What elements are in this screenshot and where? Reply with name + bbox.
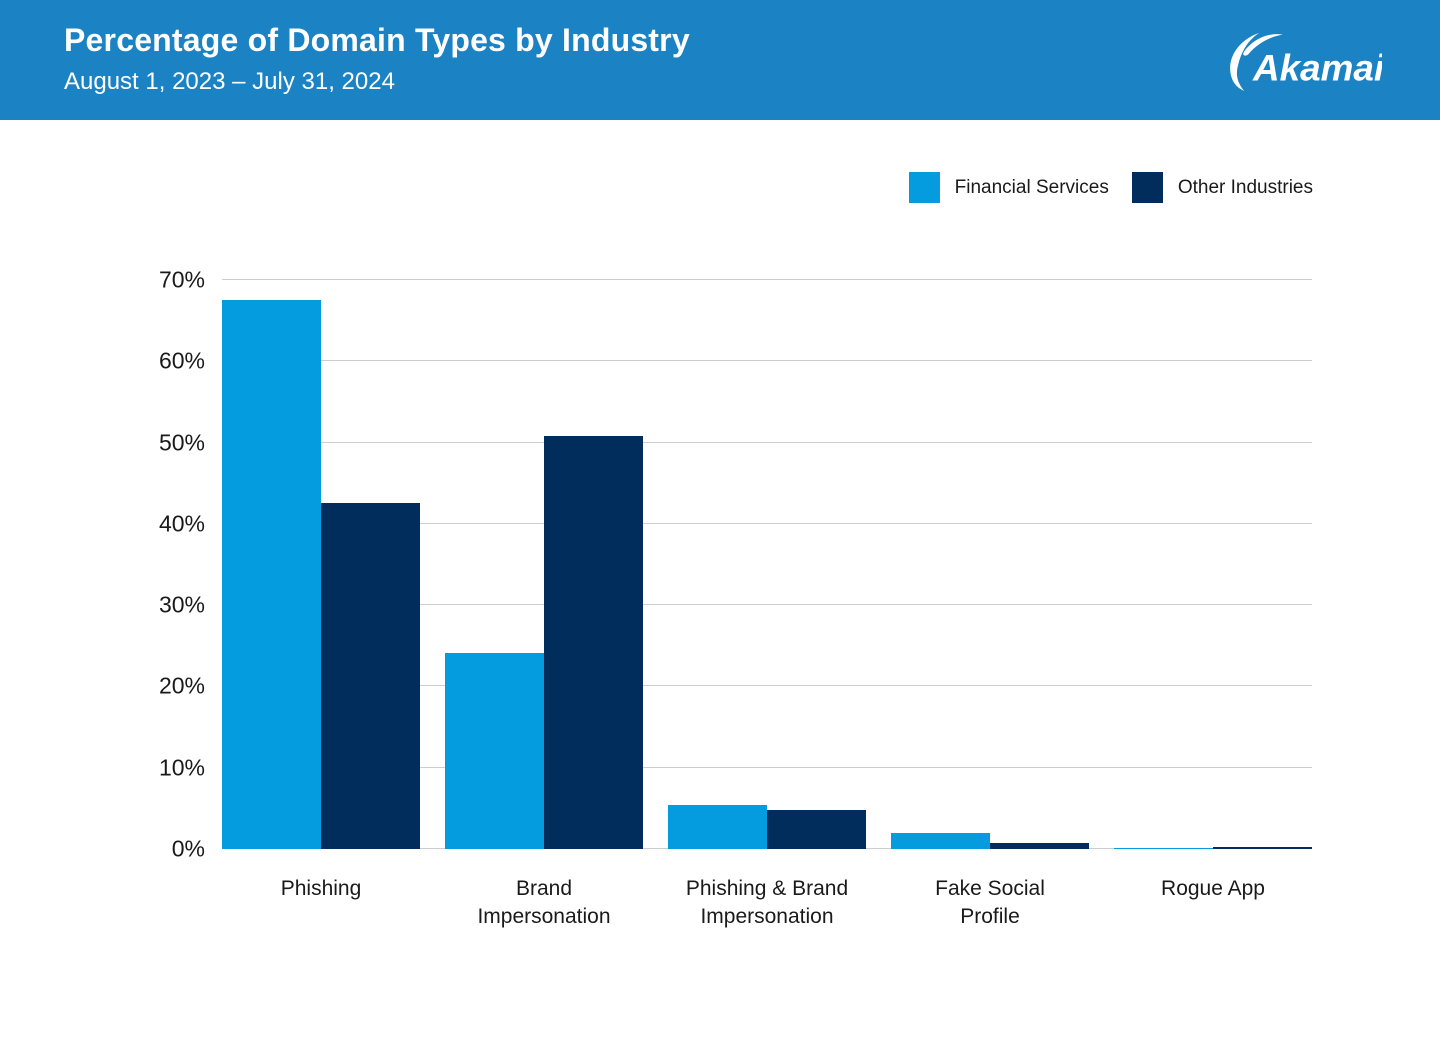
x-tick-label-phishing: Phishing — [280, 877, 362, 900]
y-tick-label: 60% — [158, 347, 205, 374]
bar-groups — [222, 280, 1312, 849]
akamai-logo: Akamai — [1230, 32, 1382, 91]
y-tick-label: 10% — [158, 754, 205, 781]
legend-item-other-industries: Other Industries — [1131, 172, 1313, 203]
y-tick-label: 50% — [158, 429, 205, 456]
header: Percentage of Domain Types by Industry A… — [0, 0, 1440, 120]
bar-other-industries-rogue-app — [1213, 847, 1312, 849]
bar-financial-services-phishing-brand-impersonation — [668, 805, 767, 849]
x-tick-label-fake-social-profile: Fake Social Profile — [935, 877, 1045, 929]
y-tick-label: 40% — [158, 510, 205, 537]
bar-other-industries-phishing-brand-impersonation — [767, 809, 866, 849]
gridline-30pct — [222, 604, 1312, 606]
x-tick-label-rogue-app: Rogue App — [1161, 877, 1265, 900]
legend-swatch-other-industries — [1131, 172, 1163, 203]
bar-other-industries-phishing — [321, 502, 420, 849]
y-tick-label: 20% — [158, 672, 205, 699]
bar-group-phishing-brand-impersonation — [668, 280, 866, 849]
gridline-50pct — [222, 441, 1312, 443]
bar-financial-services-brand-impersonation — [445, 653, 544, 849]
legend-swatch-financial-services — [908, 172, 940, 203]
page-subtitle: August 1, 2023 – July 31, 2024 — [64, 68, 395, 95]
gridline-40pct — [222, 522, 1312, 524]
gridline-10pct — [222, 766, 1312, 768]
svg-text:Akamai: Akamai — [1252, 47, 1382, 88]
chart-legend: Financial Services Other Industries — [908, 172, 1313, 203]
chart-plot: Phishing Brand Impersonation Phishing & Br… — [159, 268, 1312, 928]
y-tick-label: 0% — [171, 835, 205, 862]
y-tick-label: 30% — [158, 591, 205, 618]
x-tick-label-phishing-brand-impersonation: Phishing & Brand Impersonation — [685, 877, 849, 929]
bar-group-brand-impersonation — [445, 280, 643, 849]
bar-financial-services-rogue-app — [1114, 848, 1213, 849]
legend-item-financial-services: Financial Services — [908, 172, 1109, 203]
x-tick-label-brand-impersonation: Brand Impersonation — [477, 877, 611, 929]
legend-label-financial-services: Financial Services — [954, 176, 1109, 198]
bar-group-fake-social-profile — [891, 280, 1089, 849]
gridline-70pct — [222, 279, 1312, 280]
gridline-20pct — [222, 685, 1312, 687]
header-text: Percentage of Domain Types by Industry A… — [64, 22, 690, 96]
y-tick-label: 70% — [158, 266, 205, 293]
gridline-60pct — [222, 360, 1312, 362]
bar-other-industries-brand-impersonation — [544, 436, 643, 849]
legend-label-other-industries: Other Industries — [1177, 176, 1313, 198]
bar-group-rogue-app — [1114, 280, 1312, 849]
page-title: Percentage of Domain Types by Industry — [64, 22, 690, 58]
bar-group-phishing — [222, 280, 420, 849]
bar-other-industries-fake-social-profile — [990, 843, 1089, 849]
x-axis-labels: Phishing Brand Impersonation Phishing & Br… — [222, 875, 1312, 932]
bar-financial-services-phishing — [222, 299, 321, 849]
bar-financial-services-fake-social-profile — [891, 832, 990, 849]
